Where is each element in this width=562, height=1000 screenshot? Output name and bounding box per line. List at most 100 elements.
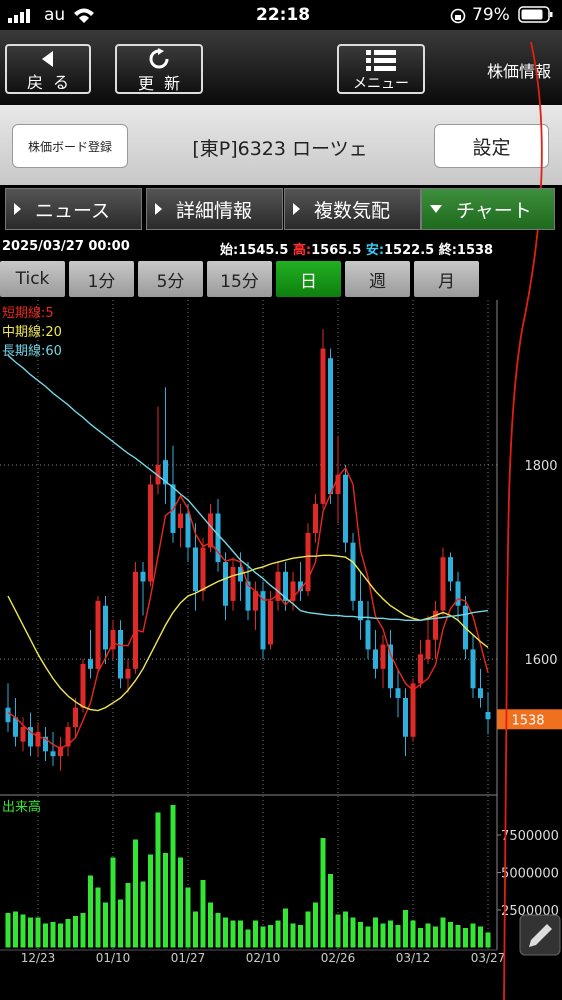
volume-bar xyxy=(410,920,416,948)
volume-bar xyxy=(335,914,341,948)
tab[interactable]: 詳細情報 xyxy=(146,188,283,230)
volume-bar xyxy=(290,923,296,948)
volume-bar xyxy=(223,917,228,948)
menu-button[interactable]: メニュー xyxy=(337,44,425,94)
candle-body xyxy=(58,746,63,757)
refresh-label: 更新 xyxy=(137,74,190,93)
candle-body xyxy=(253,591,258,611)
period-button[interactable]: 週 xyxy=(345,261,410,297)
clock: 22:18 xyxy=(256,5,311,25)
tab[interactable]: 複数気配 xyxy=(284,188,421,230)
volume-bar xyxy=(65,919,71,948)
period-button[interactable]: 日 xyxy=(276,261,341,297)
menu-label: メニュー xyxy=(353,76,409,92)
candle-body xyxy=(215,513,221,563)
refresh-button[interactable]: 更新 xyxy=(115,44,203,94)
x-tick-label: 01/10 xyxy=(96,951,131,965)
volume-bar xyxy=(193,911,198,948)
candle-body xyxy=(343,474,348,543)
tab-label: 詳細情報 xyxy=(176,199,253,222)
x-tick-label: 03/27 xyxy=(471,951,506,965)
page-title: 株価情報 xyxy=(487,62,552,81)
volume-bar xyxy=(230,920,236,948)
volume-bar xyxy=(373,917,378,948)
candle-body xyxy=(245,581,251,611)
legend-entry: 中期線:20 xyxy=(2,324,62,340)
volume-bar xyxy=(478,926,483,948)
candle-body xyxy=(148,484,153,582)
volume-bar xyxy=(313,902,318,948)
volume-bar xyxy=(268,925,273,948)
volume-bar xyxy=(253,920,258,948)
candle-body xyxy=(73,707,78,728)
chart-date: 2025/03/27 00:00 xyxy=(2,239,130,254)
period-button[interactable]: Tick xyxy=(0,261,65,297)
x-tick-label: 02/10 xyxy=(246,951,281,965)
back-button[interactable]: 戻る xyxy=(5,44,91,94)
x-tick-label: 02/26 xyxy=(321,951,356,965)
period-button[interactable]: 15分 xyxy=(207,261,272,297)
moving-average-line xyxy=(7,554,489,712)
x-tick-label: 01/27 xyxy=(171,951,206,965)
y-tick-label: 1600 xyxy=(524,653,557,668)
candle-body xyxy=(50,751,56,757)
period-button[interactable]: 5分 xyxy=(138,261,203,297)
volume-bar xyxy=(118,899,123,948)
volume-bar xyxy=(20,914,26,948)
candle-body xyxy=(125,668,131,679)
candle-body xyxy=(373,649,378,669)
back-label: 戻る xyxy=(26,73,79,92)
candle-body xyxy=(140,571,146,582)
volume-bar xyxy=(125,883,131,948)
signal-icon xyxy=(8,9,30,23)
volume-bar xyxy=(148,854,153,948)
period-button[interactable]: 月 xyxy=(414,261,479,297)
high-label: 高: xyxy=(292,243,312,258)
y-tick-label: 7500000 xyxy=(501,829,559,844)
volume-bar xyxy=(50,922,56,948)
candle-body xyxy=(275,571,281,601)
candle-body xyxy=(20,727,26,742)
candle-body xyxy=(410,683,416,737)
tab[interactable]: ニュース xyxy=(5,188,142,230)
candle-body xyxy=(163,460,168,485)
candle-body xyxy=(208,513,213,548)
volume-bar xyxy=(178,857,183,948)
open-label: 始: xyxy=(220,243,239,258)
y-tick-label: 5000000 xyxy=(501,867,559,882)
volume-bar xyxy=(275,920,281,948)
volume-bar xyxy=(455,925,461,948)
candle-body xyxy=(193,547,198,592)
volume-bar xyxy=(403,910,408,948)
candle-body xyxy=(470,649,476,689)
candle-body xyxy=(133,571,138,669)
volume-bar xyxy=(365,926,371,948)
candle-body xyxy=(388,644,393,689)
draw-button[interactable] xyxy=(519,914,561,956)
candle-body xyxy=(118,630,123,679)
candle-body xyxy=(335,474,341,495)
volume-bar xyxy=(43,923,48,948)
settings-button[interactable]: 設定 xyxy=(434,124,549,168)
candle-body xyxy=(433,610,438,640)
volume-bar xyxy=(80,913,86,948)
lock-icon xyxy=(450,8,466,24)
low-label: 安: xyxy=(365,243,385,258)
volume-bar xyxy=(133,839,138,948)
stock-name: [東P]6323 ローツェ xyxy=(192,138,368,160)
legend-entry: 長期線:60 xyxy=(2,343,62,359)
volume-bar xyxy=(13,911,18,948)
register-button[interactable]: 株価ボード登録 xyxy=(12,124,128,168)
volume-bar xyxy=(305,911,311,948)
battery-percent: 79% xyxy=(472,5,510,25)
period-button[interactable]: 1分 xyxy=(69,261,134,297)
candle-body xyxy=(448,557,453,582)
tab[interactable]: チャート xyxy=(421,188,555,230)
high-value: 1565.5 xyxy=(311,243,362,258)
volume-bar xyxy=(200,880,206,948)
chart: 12/23 01/10 01/27 02/10 02/26 03/12 03/27 1600 1… xyxy=(0,300,562,965)
close-label: 終: xyxy=(438,243,457,258)
candle-body xyxy=(230,566,236,601)
volume-bar xyxy=(425,923,431,948)
